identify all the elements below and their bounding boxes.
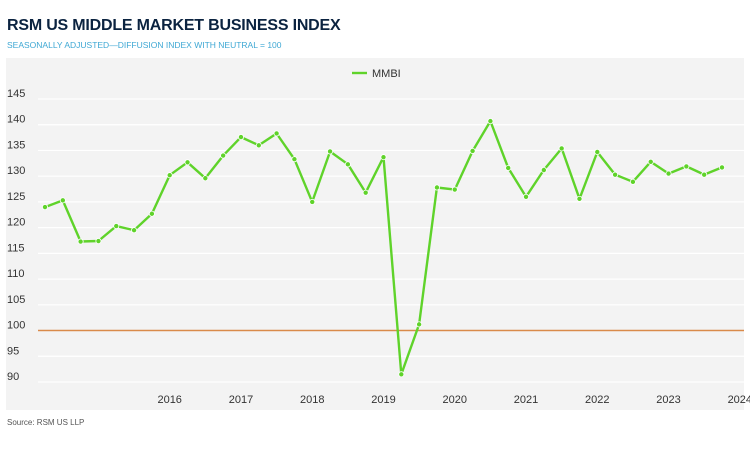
data-point <box>469 147 476 154</box>
data-point <box>558 145 565 152</box>
x-tick-label: 2019 <box>371 394 395 406</box>
y-tick-label: 120 <box>7 217 25 229</box>
data-point <box>683 163 690 170</box>
data-point <box>505 164 512 171</box>
plot-panel <box>6 58 744 410</box>
x-tick-label: 2020 <box>443 394 467 406</box>
x-tick-label: 2024 <box>728 394 750 406</box>
y-tick-label: 90 <box>7 371 19 383</box>
y-tick-label: 145 <box>7 88 25 100</box>
y-tick-label: 140 <box>7 114 25 126</box>
data-point <box>380 154 387 161</box>
data-point <box>309 198 316 205</box>
data-point <box>255 142 262 149</box>
y-tick-label: 95 <box>7 345 19 357</box>
data-point <box>487 118 494 125</box>
data-point <box>523 193 530 200</box>
legend-label-mmbi: MMBI <box>372 68 401 80</box>
data-point <box>42 204 49 211</box>
data-point <box>273 130 280 137</box>
data-point <box>77 238 84 245</box>
data-point <box>416 321 423 328</box>
data-point <box>647 158 654 165</box>
chart-subtitle: SEASONALLY ADJUSTED—DIFFUSION INDEX WITH… <box>7 40 282 50</box>
data-point <box>237 134 244 141</box>
data-point <box>59 197 66 204</box>
x-tick-label: 2022 <box>585 394 609 406</box>
data-point <box>540 167 547 174</box>
data-point <box>576 195 583 202</box>
data-point <box>433 184 440 191</box>
data-point <box>362 189 369 196</box>
data-point <box>665 170 672 177</box>
source-note: Source: RSM US LLP <box>7 418 85 427</box>
data-point <box>291 156 298 163</box>
data-point <box>184 159 191 166</box>
data-point <box>113 223 120 230</box>
data-point <box>612 171 619 178</box>
data-point <box>719 164 726 171</box>
data-point <box>327 148 334 155</box>
data-point <box>594 148 601 155</box>
data-point <box>451 186 458 193</box>
data-point <box>131 227 138 234</box>
y-tick-label: 125 <box>7 191 25 203</box>
data-point <box>148 210 155 217</box>
x-tick-label: 2021 <box>514 394 538 406</box>
data-point <box>202 175 209 182</box>
x-tick-label: 2017 <box>229 394 253 406</box>
data-point <box>701 171 708 178</box>
data-point <box>220 152 227 159</box>
y-tick-label: 100 <box>7 320 25 332</box>
x-tick-label: 2023 <box>656 394 680 406</box>
data-point <box>344 161 351 168</box>
y-tick-label: 135 <box>7 139 25 151</box>
y-tick-label: 115 <box>7 242 25 254</box>
y-tick-label: 105 <box>7 294 25 306</box>
chart-title: RSM US MIDDLE MARKET BUSINESS INDEX <box>7 17 341 34</box>
data-point <box>629 178 636 185</box>
data-point <box>95 238 102 245</box>
data-point <box>166 172 173 179</box>
y-tick-label: 110 <box>7 268 25 280</box>
y-tick-label: 130 <box>7 165 25 177</box>
x-tick-label: 2016 <box>157 394 181 406</box>
x-tick-label: 2018 <box>300 394 324 406</box>
data-point <box>398 371 405 378</box>
